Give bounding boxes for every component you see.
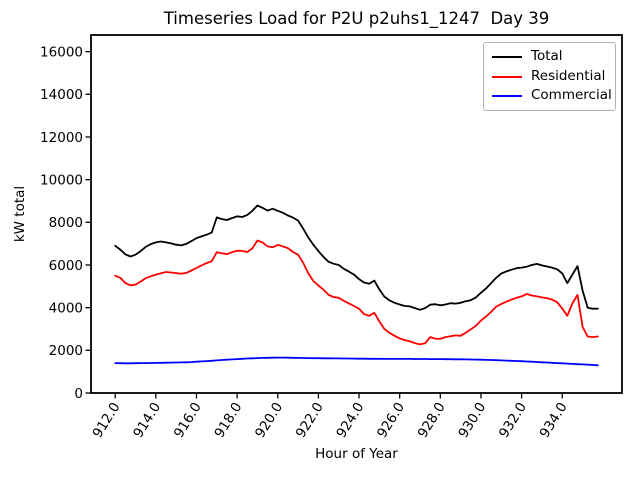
chart-title: Timeseries Load for P2U p2uhs1_1247 Day … <box>163 9 550 28</box>
residential-line-swatch-icon <box>492 75 522 78</box>
y-tick-label: 12000 <box>40 130 83 146</box>
legend-item-total: Total <box>492 47 607 67</box>
commercial-line-swatch-icon <box>492 95 522 98</box>
legend-label-residential: Residential <box>531 67 606 84</box>
x-tick-label: 928.0 <box>415 400 449 441</box>
y-tick-label: 6000 <box>49 258 83 274</box>
x-tick-label: 914.0 <box>130 400 164 441</box>
x-axis-label: Hour of Year <box>315 446 398 462</box>
legend-label-total: Total <box>531 48 563 65</box>
x-tick-label: 924.0 <box>333 400 367 441</box>
legend-label-commercial: Commercial <box>531 87 612 104</box>
y-tick-label: 16000 <box>40 44 83 60</box>
x-tick-label: 916.0 <box>171 400 205 441</box>
x-tick-label: 922.0 <box>293 400 327 441</box>
x-tick-label: 934.0 <box>537 400 571 441</box>
total-line-swatch-icon <box>492 55 522 58</box>
residential-line <box>114 239 599 346</box>
legend-item-residential: Residential <box>492 67 607 87</box>
x-tick-label: 932.0 <box>496 400 530 441</box>
y-tick-label: 8000 <box>49 215 83 231</box>
x-tick-label: 912.0 <box>90 400 124 441</box>
y-tick-label: 10000 <box>40 172 83 188</box>
legend-item-commercial: Commercial <box>492 86 612 106</box>
x-tick-label: 920.0 <box>252 400 286 441</box>
axes-frame <box>90 34 623 394</box>
legend: Total Residential Commercial <box>483 42 616 111</box>
y-tick-label: 2000 <box>49 343 83 359</box>
commercial-line <box>114 356 599 367</box>
x-tick-label: 930.0 <box>455 400 489 441</box>
x-tick-label: 926.0 <box>374 400 408 441</box>
x-tick-label: 918.0 <box>211 400 245 441</box>
y-tick-label: 0 <box>74 386 83 402</box>
y-tick-label: 14000 <box>40 87 83 103</box>
y-axis-label: kW total <box>12 185 28 243</box>
y-tick-label: 4000 <box>49 300 83 316</box>
total-line <box>114 204 599 311</box>
